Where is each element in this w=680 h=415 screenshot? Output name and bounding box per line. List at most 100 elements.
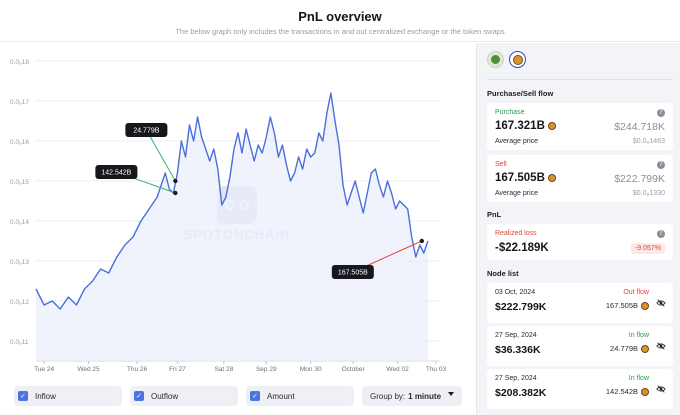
purchase-avg-value: $0.0₈1463 bbox=[632, 138, 665, 145]
node-date: 27 Sep, 2024 bbox=[495, 332, 537, 339]
purchase-avg-label: Average price bbox=[495, 138, 539, 145]
node-tokens-value: 167.505B bbox=[605, 301, 638, 310]
x-tick-label: Wed 02 bbox=[386, 366, 409, 373]
node-tokens: 24.779B bbox=[610, 344, 649, 353]
callout-box bbox=[331, 265, 374, 279]
callout-box bbox=[95, 165, 138, 179]
y-tick-label: 0,0₈11 bbox=[10, 339, 29, 346]
group-by-select[interactable]: Group by: 1 minute bbox=[362, 386, 462, 406]
purchase-amount: 167.321B bbox=[495, 120, 556, 132]
chart-svg[interactable]: 0,0₈18 0,0₈17 0,0₈16 0,0₈15 0,0₈14 0,0₈13 0,0₈… bbox=[0, 43, 475, 383]
node-tokens-value: 142.542B bbox=[605, 387, 638, 396]
realized-amount: -$22.189K bbox=[495, 242, 549, 254]
group-by-value: 1 minute bbox=[408, 391, 442, 401]
purchase-label: Purchase bbox=[495, 109, 525, 116]
floki-coin-icon bbox=[641, 344, 649, 353]
callout-connector bbox=[145, 129, 176, 182]
page-header: PnL overview The below graph only includ… bbox=[0, 0, 680, 42]
node-flow: In flow bbox=[628, 375, 649, 382]
x-tick-label: Tue 24 bbox=[34, 366, 54, 373]
x-tick-label: Mon 30 bbox=[300, 366, 322, 373]
amount-checkbox[interactable]: ✓ bbox=[250, 391, 260, 401]
callout-point bbox=[173, 190, 178, 196]
sell-amount: 167.505B bbox=[495, 172, 556, 184]
node-flow: In flow bbox=[628, 332, 649, 339]
sell-amount-value: 167.505B bbox=[495, 172, 545, 184]
node-item[interactable]: 27 Sep, 2024 $208.382K In flow 142.542B bbox=[487, 369, 673, 409]
series-line bbox=[35, 92, 429, 310]
info-icon[interactable]: ? bbox=[657, 109, 665, 117]
realized-card: Realized loss ? -$22.189K -9.057% bbox=[487, 224, 673, 260]
x-tick-label: Wed 25 bbox=[77, 366, 100, 373]
chart-controls: ✓ Inflow ✓ Outflow ✓ Amount Group by: 1 … bbox=[14, 386, 469, 408]
x-tick-label: Thu 26 bbox=[127, 366, 148, 373]
outflow-label: Outflow bbox=[151, 391, 179, 401]
pnl-chart[interactable]: 0,0₈18 0,0₈17 0,0₈16 0,0₈15 0,0₈14 0,0₈13 0,0₈… bbox=[0, 43, 475, 415]
amount-toggle[interactable]: ✓ Amount bbox=[246, 386, 354, 406]
node-tokens: 142.542B bbox=[606, 387, 649, 396]
purchase-card: Purchase ? 167.321B $244.718K Average pr… bbox=[487, 103, 673, 150]
purchase-usd: $244.718K bbox=[614, 121, 665, 133]
callout-point bbox=[173, 178, 178, 184]
floki-coin-icon bbox=[547, 174, 556, 182]
node-tokens: 167.505B bbox=[606, 301, 649, 310]
sell-card: Sell ? 167.505B $222.799K Average price … bbox=[487, 155, 673, 202]
inflow-toggle[interactable]: ✓ Inflow bbox=[14, 386, 122, 406]
chevron-down-icon bbox=[448, 392, 454, 396]
pepe-token-icon[interactable] bbox=[487, 51, 504, 68]
pnl-section-title: PnL bbox=[487, 210, 502, 219]
group-by-label: Group by: bbox=[370, 391, 406, 401]
node-date: 03 Oct, 2024 bbox=[495, 289, 536, 296]
callout-point bbox=[419, 238, 425, 244]
node-item[interactable]: 03 Oct, 2024 $222.799K Out flow 167.505B bbox=[487, 283, 673, 323]
x-tick-label: Sep 29 bbox=[256, 366, 277, 373]
y-tick-label: 0,0₈16 bbox=[10, 139, 29, 146]
node-usd: $222.799K bbox=[495, 301, 547, 313]
node-date: 27 Sep, 2024 bbox=[495, 375, 537, 382]
sell-avg-value: $0.0₈1330 bbox=[632, 190, 665, 197]
x-tick-label: Fri 27 bbox=[169, 366, 186, 373]
floki-token-icon[interactable] bbox=[509, 51, 526, 68]
y-tick-label: 0,0₈14 bbox=[10, 219, 29, 226]
series-area bbox=[36, 93, 428, 361]
eye-off-icon[interactable] bbox=[656, 384, 666, 394]
divider bbox=[487, 79, 673, 80]
info-icon[interactable]: ? bbox=[657, 161, 665, 169]
callout-label: 142.542B bbox=[101, 170, 131, 177]
realized-label: Realized loss bbox=[495, 230, 537, 237]
callout-label: 167.505B bbox=[338, 270, 368, 277]
sell-label: Sell bbox=[495, 161, 507, 168]
outflow-checkbox[interactable]: ✓ bbox=[134, 391, 144, 401]
y-tick-label: 0,0₈18 bbox=[10, 59, 29, 66]
node-item[interactable]: 27 Sep, 2024 $36.336K In flow 24.779B bbox=[487, 326, 673, 366]
floki-coin-icon bbox=[641, 301, 649, 310]
y-tick-label: 0,0₈13 bbox=[10, 259, 29, 266]
token-selector bbox=[487, 51, 526, 68]
node-flow: Out flow bbox=[623, 289, 649, 296]
amount-label: Amount bbox=[267, 391, 295, 401]
page-subtitle: The below graph only includes the transa… bbox=[175, 27, 505, 36]
node-usd: $208.382K bbox=[495, 387, 547, 399]
callout-label: 24.779B bbox=[133, 128, 159, 135]
x-tick-label: October bbox=[342, 366, 366, 373]
y-tick-label: 0,0₈17 bbox=[10, 99, 29, 106]
floki-coin-icon bbox=[641, 387, 649, 396]
node-tokens-value: 24.779B bbox=[610, 344, 638, 353]
realized-pct-badge: -9.057% bbox=[630, 243, 665, 254]
flow-section-title: Purchase/Sell flow bbox=[487, 89, 554, 98]
sell-usd: $222.799K bbox=[614, 173, 665, 185]
eye-off-icon[interactable] bbox=[656, 298, 666, 308]
info-icon[interactable]: ? bbox=[657, 230, 665, 238]
inflow-label: Inflow bbox=[35, 391, 56, 401]
sell-avg-label: Average price bbox=[495, 190, 539, 197]
node-usd: $36.336K bbox=[495, 344, 541, 356]
eye-off-icon[interactable] bbox=[656, 341, 666, 351]
y-tick-label: 0,0₈12 bbox=[10, 299, 29, 306]
page-title: PnL overview bbox=[298, 9, 382, 24]
inflow-checkbox[interactable]: ✓ bbox=[18, 391, 28, 401]
callout-box bbox=[125, 123, 168, 137]
outflow-toggle[interactable]: ✓ Outflow bbox=[130, 386, 238, 406]
sidebar: Purchase/Sell flow Purchase ? 167.321B $… bbox=[476, 43, 680, 415]
x-tick-label: Sat 28 bbox=[214, 366, 233, 373]
y-tick-label: 0,0₈15 bbox=[10, 179, 29, 186]
